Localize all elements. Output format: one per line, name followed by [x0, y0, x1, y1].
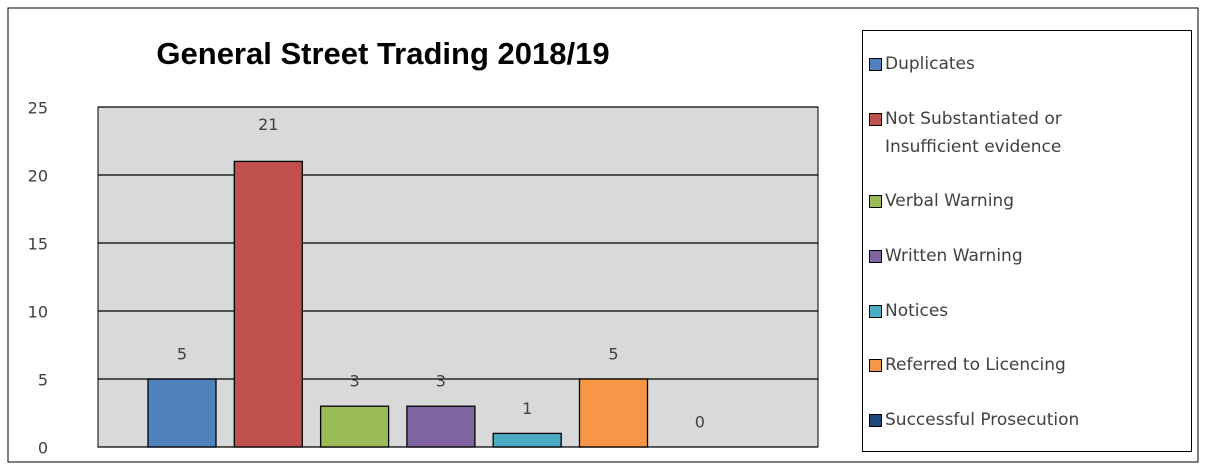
y-tick-label: 0	[38, 439, 48, 458]
data-label: 0	[695, 413, 705, 432]
bar	[492, 432, 562, 448]
legend-swatch	[869, 249, 882, 263]
legend: Duplicates Not Substantiated or Insuffici…	[862, 30, 1192, 452]
data-label: 3	[350, 372, 360, 391]
legend-label: Referred to Licencing	[885, 355, 1066, 376]
legend-label: Not Substantiated or Insufficient eviden…	[885, 108, 1062, 157]
y-tick-label: 5	[38, 371, 48, 390]
y-tick-label: 25	[28, 99, 48, 118]
y-tick-label: 10	[28, 303, 48, 322]
legend-swatch	[869, 112, 882, 126]
legend-entry: Verbal Warning	[869, 187, 1159, 215]
legend-swatch	[869, 58, 882, 72]
legend-entry: Successful Prosecution	[869, 406, 1159, 434]
legend-swatch	[869, 413, 882, 427]
legend-label: Notices	[885, 300, 949, 321]
data-label: 3	[436, 372, 446, 391]
bar	[147, 378, 217, 448]
bar	[406, 405, 476, 448]
bar	[578, 378, 649, 448]
chart-frame	[7, 7, 1199, 463]
legend-swatch	[869, 304, 882, 318]
data-label: 1	[522, 399, 532, 418]
legend-entry: Written Warning	[869, 242, 1159, 270]
legend-label: Verbal Warning	[885, 191, 1014, 212]
legend-label: Duplicates	[885, 54, 975, 75]
data-label: 5	[608, 345, 618, 364]
legend-entry: Duplicates	[869, 50, 1159, 78]
data-label: 21	[258, 115, 278, 134]
legend-entry: Referred to Licencing	[869, 351, 1159, 379]
bar	[319, 405, 390, 448]
chart-title: General Street Trading 2018/19	[156, 36, 609, 71]
y-tick-label: 20	[28, 167, 48, 186]
legend-label: Written Warning	[885, 245, 1023, 266]
legend-swatch	[869, 359, 882, 373]
y-tick-label: 15	[28, 235, 48, 254]
legend-entry: Not Substantiated or Insufficient eviden…	[869, 105, 1159, 161]
legend-swatch	[869, 195, 882, 209]
data-label: 5	[177, 345, 187, 364]
legend-label: Successful Prosecution	[885, 409, 1080, 430]
legend-entry: Notices	[869, 297, 1159, 325]
bar	[233, 160, 303, 448]
